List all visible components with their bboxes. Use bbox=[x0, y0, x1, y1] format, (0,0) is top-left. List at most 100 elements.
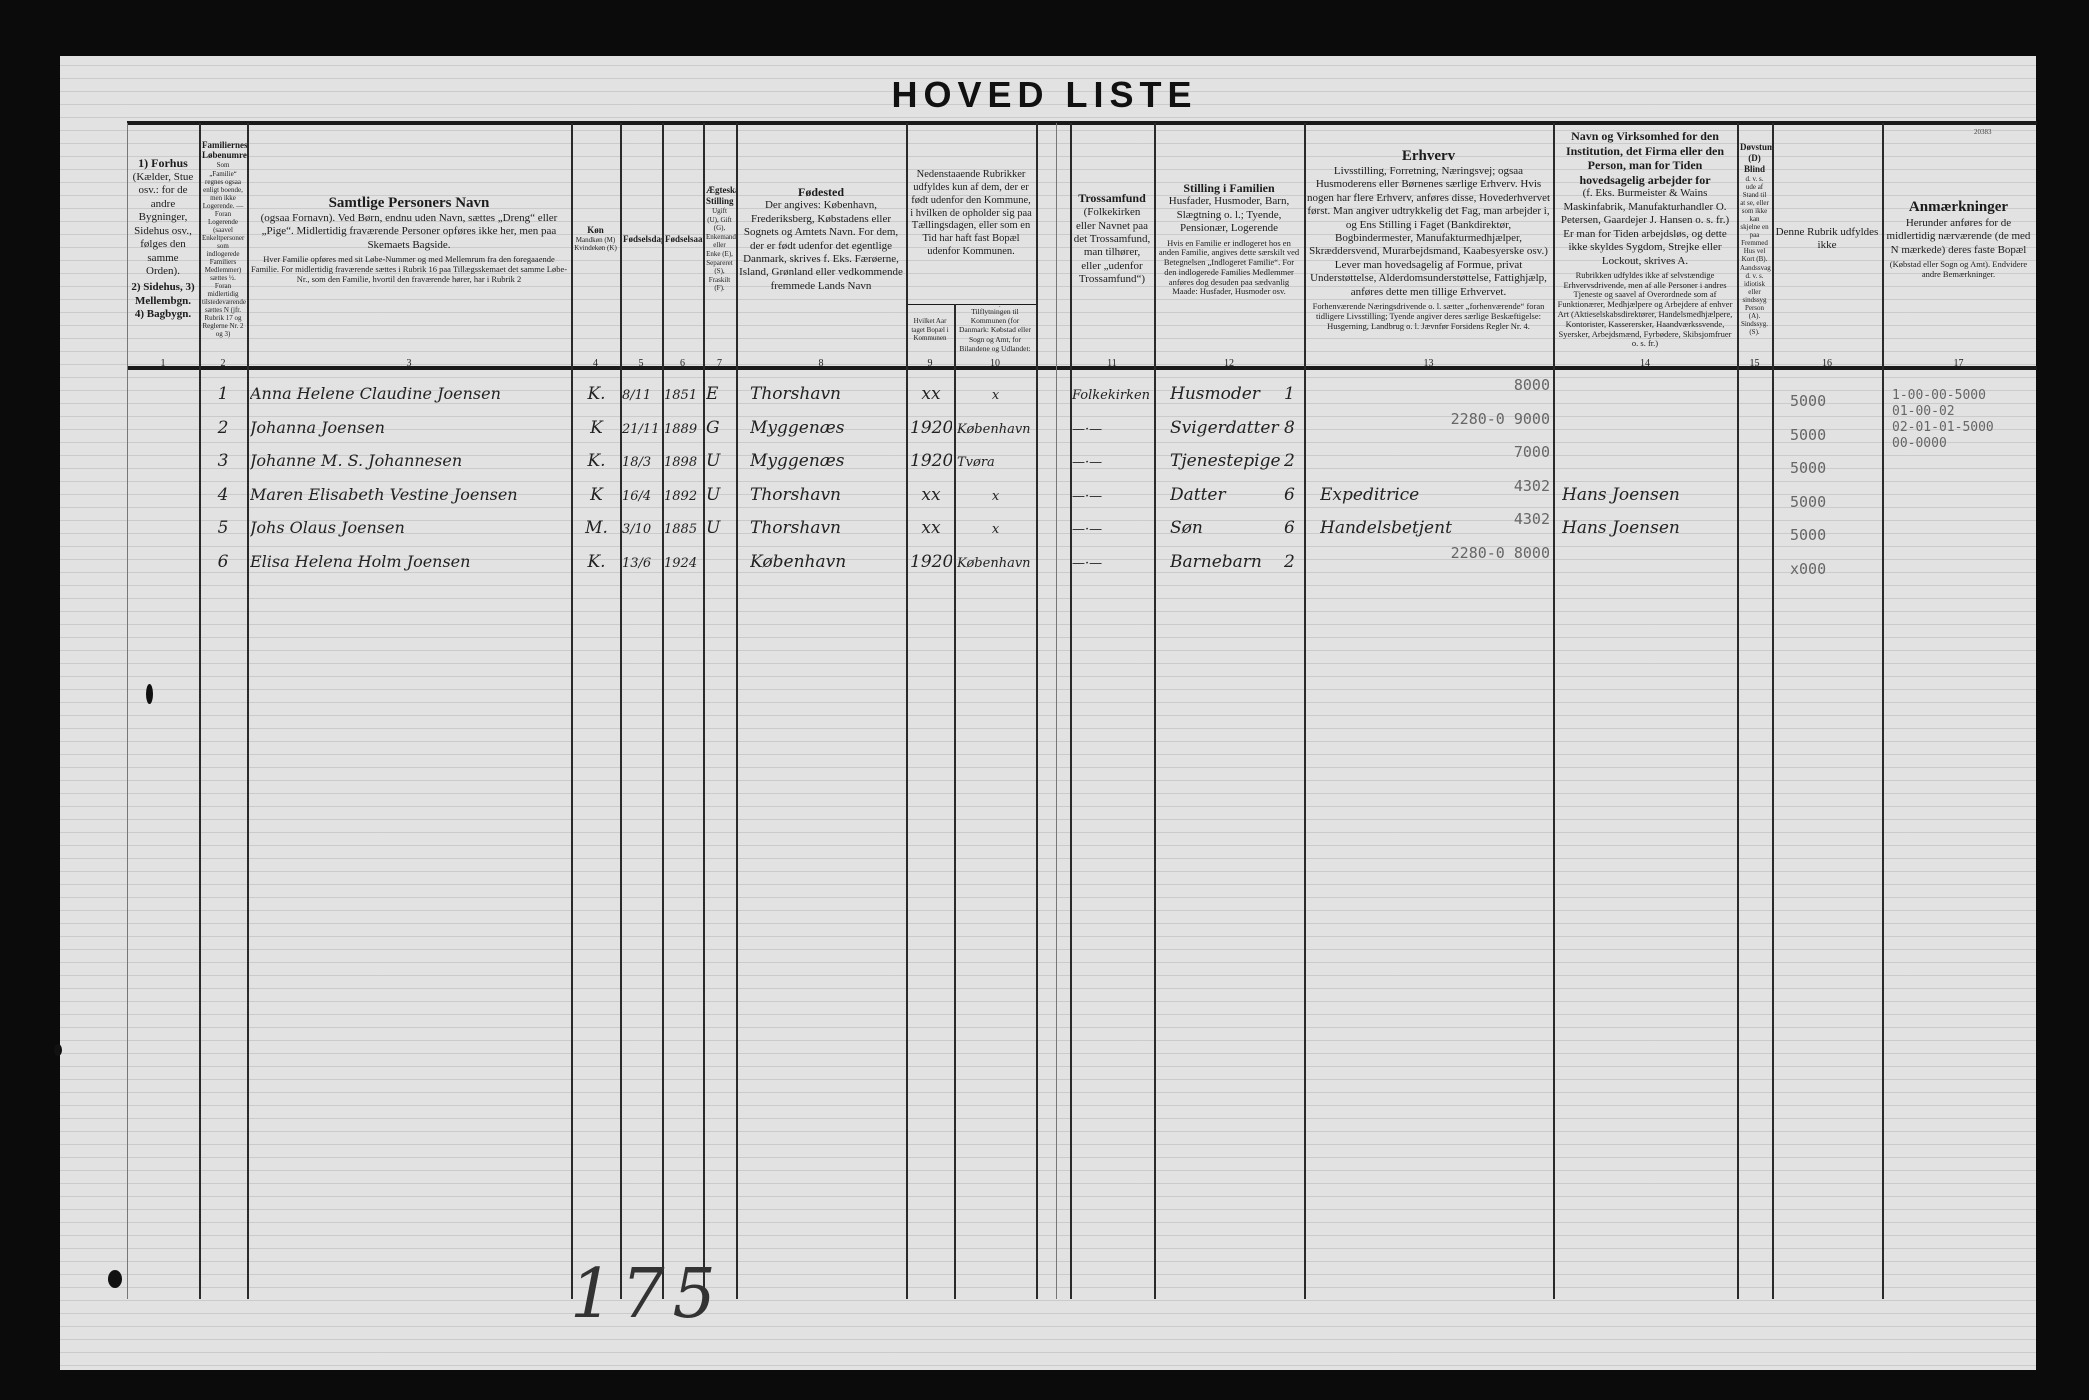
cell-sex: M. bbox=[585, 518, 608, 539]
cell-marital: U bbox=[706, 484, 721, 505]
cell-religion: —·— bbox=[1072, 421, 1103, 437]
cell-c10: Tvøra bbox=[957, 455, 995, 471]
cell-no: 1 bbox=[217, 384, 229, 404]
cell-pos-code: 1 bbox=[1284, 384, 1295, 404]
column-header-15: Døvstum (D) Blind d. v. s. ude af Stand t… bbox=[1737, 128, 1772, 350]
header-title: Anmærkninger bbox=[1908, 199, 2009, 216]
ink-mark bbox=[54, 1044, 62, 1056]
header-title: Samtlige Personers Navn bbox=[328, 194, 490, 211]
header-title: Køn bbox=[587, 224, 604, 235]
cell-marital: U bbox=[706, 451, 721, 472]
column-header-12: Stilling i Familien Husfader, Husmoder, B… bbox=[1154, 128, 1304, 350]
cell-religion: —·— bbox=[1072, 556, 1103, 571]
cell-religion: —·— bbox=[1072, 488, 1103, 504]
header-note: (Købstad eller Sogn og Amt). Endvidere a… bbox=[1889, 258, 2028, 279]
column-number: 2 bbox=[220, 358, 226, 369]
cell-pos-code: 2 bbox=[1284, 552, 1295, 572]
header-text: (Folkekirken eller Navnet paa det Trossa… bbox=[1073, 206, 1151, 286]
column-number: 17 bbox=[1953, 358, 1964, 369]
column-rule bbox=[571, 123, 573, 1299]
cell-name: Elisa Helena Holm Joensen bbox=[250, 552, 471, 571]
column-rule bbox=[703, 123, 705, 1299]
header-title: Navn og Virksomhed for den Institution, … bbox=[1565, 128, 1725, 187]
cell-no: 2 bbox=[217, 417, 229, 438]
cell-c16: 5000 bbox=[1790, 392, 1827, 410]
cell-employer: Hans Joensen bbox=[1562, 484, 1680, 505]
cell-position: Datter bbox=[1170, 484, 1226, 505]
column-header-3: Samtlige Personers Navn (ogsaa Fornavn). … bbox=[247, 128, 571, 350]
cell-c10: x bbox=[991, 522, 1000, 538]
cell-birthplace: Myggenæs bbox=[750, 417, 845, 438]
header-text: Husfader, Husmoder, Barn, Slægtning o. l… bbox=[1168, 195, 1290, 235]
page-number-handwritten: 175 bbox=[570, 1255, 724, 1334]
cell-employer: Hans Joensen bbox=[1562, 518, 1680, 539]
header-text: Som „Familie“ regnes ogsaa enligt boende… bbox=[202, 161, 246, 339]
column-header-16: Denne Rubrik udfyldes ikke bbox=[1772, 128, 1882, 350]
cell-no: 6 bbox=[217, 552, 229, 572]
cell-occupation-code: 4302 bbox=[1513, 476, 1550, 495]
column-number: 15 bbox=[1749, 358, 1760, 369]
cell-marital: U bbox=[706, 518, 721, 539]
column-number: 5 bbox=[638, 358, 644, 369]
header-note: Hver Familie opføres med sit Løbe-Nummer… bbox=[250, 254, 568, 284]
cell-birthday: 3/10 bbox=[622, 522, 652, 538]
cell-position: Husmoder bbox=[1170, 384, 1260, 404]
column-header-9: Hvilket Aar taget Bopæl i Kommunen bbox=[906, 306, 954, 354]
column-rule bbox=[954, 304, 956, 1299]
column-rule bbox=[1304, 123, 1306, 1299]
cell-occupation: Handelsbetjent bbox=[1320, 518, 1452, 539]
cell-sex: K. bbox=[587, 451, 606, 472]
column-rule bbox=[1070, 123, 1072, 1299]
header-text: Livsstilling, Forretning, Næringsvej; og… bbox=[1307, 164, 1551, 298]
remark-code: 1-00-00-5000 bbox=[1892, 388, 1986, 403]
cell-marital: G bbox=[706, 417, 720, 438]
header-text: Denne Rubrik udfyldes ikke bbox=[1775, 225, 1879, 251]
cell-year: 1889 bbox=[664, 421, 698, 437]
cell-pos-code: 8 bbox=[1284, 417, 1295, 438]
column-rule bbox=[736, 123, 738, 1299]
cell-birthplace: Thorshavn bbox=[750, 384, 842, 404]
ink-mark bbox=[108, 1270, 122, 1288]
cell-position: Barnebarn bbox=[1170, 552, 1262, 572]
column-number: 16 bbox=[1822, 358, 1832, 369]
column-rule bbox=[906, 123, 908, 1299]
remark-code: 01-00-02 bbox=[1892, 404, 1955, 419]
page-title: HOVED LISTE bbox=[891, 74, 1198, 115]
column-number: 4 bbox=[593, 358, 598, 369]
cell-c9: xx bbox=[921, 484, 941, 505]
cell-c16: x000 bbox=[1790, 560, 1827, 578]
header-note: Hvis en Familie er indlogeret hos en and… bbox=[1158, 237, 1300, 297]
subheader-rule bbox=[906, 304, 1036, 305]
column-header-13: Erhverv Livsstilling, Forretning, Nærings… bbox=[1304, 128, 1553, 350]
remark-code: 00-0000 bbox=[1892, 436, 1947, 451]
cell-no: 5 bbox=[217, 518, 229, 539]
cell-year: 1892 bbox=[664, 488, 698, 504]
cell-year: 1898 bbox=[664, 455, 698, 471]
cell-position: Svigerdatter bbox=[1170, 417, 1279, 438]
cell-c9: 1920 bbox=[910, 417, 952, 438]
column-number: 6 bbox=[680, 358, 685, 369]
header-text: d. v. s. ude af Stand til at se, eller s… bbox=[1740, 174, 1771, 336]
header-text: Ugift (U), Gift (G), Enkemand eller Enke… bbox=[706, 207, 736, 293]
cell-sex: K bbox=[590, 484, 603, 505]
column-header-8: Fødested Der angives: København, Frederik… bbox=[736, 128, 906, 350]
cell-c9: 1920 bbox=[910, 451, 952, 472]
column-number: 13 bbox=[1423, 358, 1434, 369]
column-header-10: Sidste Bopæl før Tilflytningen til Kommu… bbox=[954, 306, 1036, 354]
column-number: 7 bbox=[717, 358, 722, 369]
column-header-1: 1) Forhus (Kælder, Stue osv.: for de andr… bbox=[127, 128, 199, 350]
header-title: Fødselsdag bbox=[623, 233, 662, 244]
cell-c16: 5000 bbox=[1790, 459, 1827, 478]
column-header-2: Familiernes Løbenumre Som „Familie“ regne… bbox=[199, 128, 247, 350]
header-title: Fødested bbox=[798, 184, 844, 199]
header-title: Stilling i Familien bbox=[1183, 180, 1275, 195]
column-number: 8 bbox=[818, 358, 824, 369]
cell-birthday: 21/11 bbox=[622, 421, 660, 437]
column-header-14: Navn og Virksomhed for den Institution, … bbox=[1553, 128, 1737, 350]
cell-no: 3 bbox=[217, 451, 229, 472]
cell-c16: 5000 bbox=[1790, 492, 1827, 511]
cell-pos-code: 2 bbox=[1284, 451, 1295, 472]
cell-name: Johanne M. S. Johannesen bbox=[250, 451, 463, 471]
header-title: Fødselsaar bbox=[665, 233, 703, 244]
